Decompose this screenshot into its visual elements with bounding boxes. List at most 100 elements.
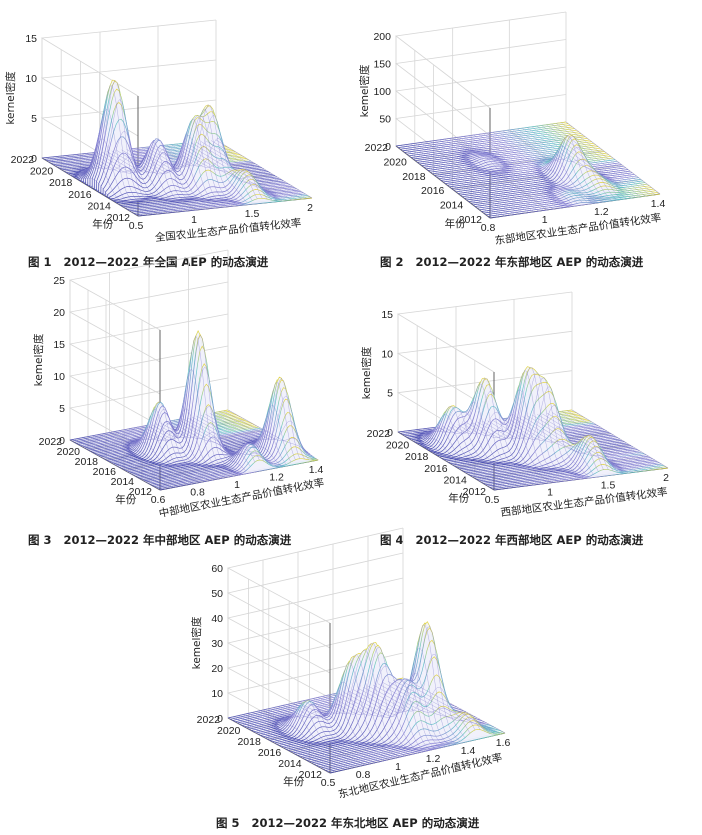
- surface: [397, 366, 669, 491]
- surface-row: [462, 144, 633, 198]
- surface-col: [454, 137, 549, 210]
- x-tick-label: 0.5: [485, 494, 500, 506]
- surface-col: [46, 157, 144, 216]
- surface-col: [512, 417, 609, 470]
- x-tick-label: 0.5: [129, 220, 144, 232]
- y-axis-label: 年份: [283, 775, 304, 788]
- y-tick-label: 2018: [237, 736, 261, 748]
- surface-col: [133, 427, 224, 479]
- z-tick-label: 10: [211, 688, 223, 700]
- chart-panel-2: 0 50 100 150 200 0.8 1 1.2 1.4 2012 2014 2016 2018 20…: [356, 11, 702, 247]
- surface-col: [101, 433, 192, 485]
- y-tick-label: 2016: [258, 747, 282, 759]
- surface-chart-3: 05101520250.60.811.21.420122014201620182…: [32, 249, 325, 520]
- y-tick-label: 2014: [440, 200, 464, 212]
- surface-row: [402, 126, 573, 152]
- surface-col: [237, 715, 341, 771]
- x-tick-label: 0.8: [190, 487, 205, 499]
- x-tick-label: 2: [307, 202, 313, 214]
- surface-col: [337, 681, 441, 748]
- z-tick-label: 15: [25, 33, 37, 45]
- surface-row: [460, 138, 631, 196]
- z-tick-label: 0: [217, 713, 223, 725]
- surface-col: [367, 685, 471, 734]
- surface-col: [357, 626, 461, 742]
- surface-col: [392, 680, 496, 735]
- surface-col: [227, 717, 331, 774]
- surface-col: [161, 137, 258, 199]
- y-tick-label: 2014: [443, 474, 467, 486]
- y-axis-label: 年份: [115, 493, 136, 506]
- surface-col: [397, 431, 495, 491]
- surface-col: [531, 126, 627, 199]
- surface-col: [142, 368, 233, 477]
- surface-col: [173, 420, 264, 462]
- surface-col: [209, 378, 301, 459]
- y-axis-label: 年份: [92, 218, 113, 231]
- z-tick-label: 5: [59, 403, 65, 415]
- figure-caption-5: 图 5 2012—2022 年东北地区 AEP 的动态演进: [216, 815, 479, 831]
- surface-row: [472, 440, 647, 478]
- surface-col: [166, 144, 263, 199]
- surface-col: [402, 677, 506, 734]
- surface-col: [347, 647, 451, 746]
- surface-col: [522, 416, 619, 473]
- surface-chart-5: 01020304050600.50.811.21.41.620122014201…: [190, 527, 510, 801]
- surface-col: [191, 142, 288, 201]
- surface-col: [136, 115, 233, 207]
- surface-col: [551, 123, 646, 197]
- z-tick-label: 15: [53, 339, 65, 351]
- surface-col: [477, 367, 574, 481]
- surface-col: [164, 421, 255, 463]
- z-tick-label: 0: [387, 427, 393, 439]
- z-tick-label: 10: [53, 371, 65, 383]
- surface-col: [560, 122, 656, 195]
- z-tick-label: 20: [211, 663, 223, 675]
- surface-col: [372, 684, 476, 730]
- surface-row: [398, 123, 569, 148]
- surface-col: [71, 99, 168, 214]
- chart-panel-1: 0 5 10 15 0.5 1 1.5 2 2012 2014 2016 2018 2020 2022 ke…: [0, 18, 346, 246]
- figure-title: 2012—2022 年中部地区 AEP 的动态演进: [63, 533, 292, 547]
- surface-col: [74, 438, 165, 490]
- x-tick-label: 1.5: [601, 479, 616, 491]
- x-tick-label: 1: [234, 479, 240, 491]
- surface-col: [512, 129, 607, 202]
- surface-col: [439, 139, 534, 212]
- y-tick-label: 2016: [421, 185, 445, 197]
- surface-col: [452, 391, 549, 484]
- x-tick-label: 1.4: [309, 464, 324, 476]
- surface-col: [507, 418, 604, 470]
- surface: [69, 329, 319, 491]
- surface-col: [307, 650, 411, 755]
- surface-col: [517, 416, 614, 472]
- surface-row: [489, 458, 664, 488]
- surface-row: [487, 452, 662, 487]
- surface-col: [106, 149, 203, 210]
- surface-col: [186, 142, 283, 202]
- figure-caption-1: 图 1 2012—2022 年全国 AEP 的动态演进: [28, 254, 268, 270]
- surface-col: [507, 130, 602, 203]
- y-tick-label: 2018: [405, 451, 429, 463]
- surface-row: [322, 716, 499, 770]
- surface-col: [176, 143, 273, 201]
- surface-col: [86, 153, 183, 212]
- z-tick-label: 50: [379, 114, 391, 126]
- y-tick-label: 2018: [402, 171, 426, 183]
- surface-col: [155, 366, 246, 471]
- z-axis-label: kemel密度: [190, 616, 203, 669]
- surface-col: [429, 141, 525, 214]
- z-tick-label: 30: [211, 638, 223, 650]
- y-tick-label: 2014: [111, 476, 135, 488]
- surface-col: [51, 138, 148, 216]
- y-tick-label: 2016: [424, 463, 448, 475]
- surface-row: [489, 193, 661, 219]
- z-tick-label: 0: [59, 435, 65, 447]
- surface-col: [468, 135, 564, 208]
- surface-row: [131, 183, 306, 213]
- surface-col: [124, 409, 215, 480]
- surface-row: [464, 151, 635, 199]
- surface-col: [487, 377, 584, 479]
